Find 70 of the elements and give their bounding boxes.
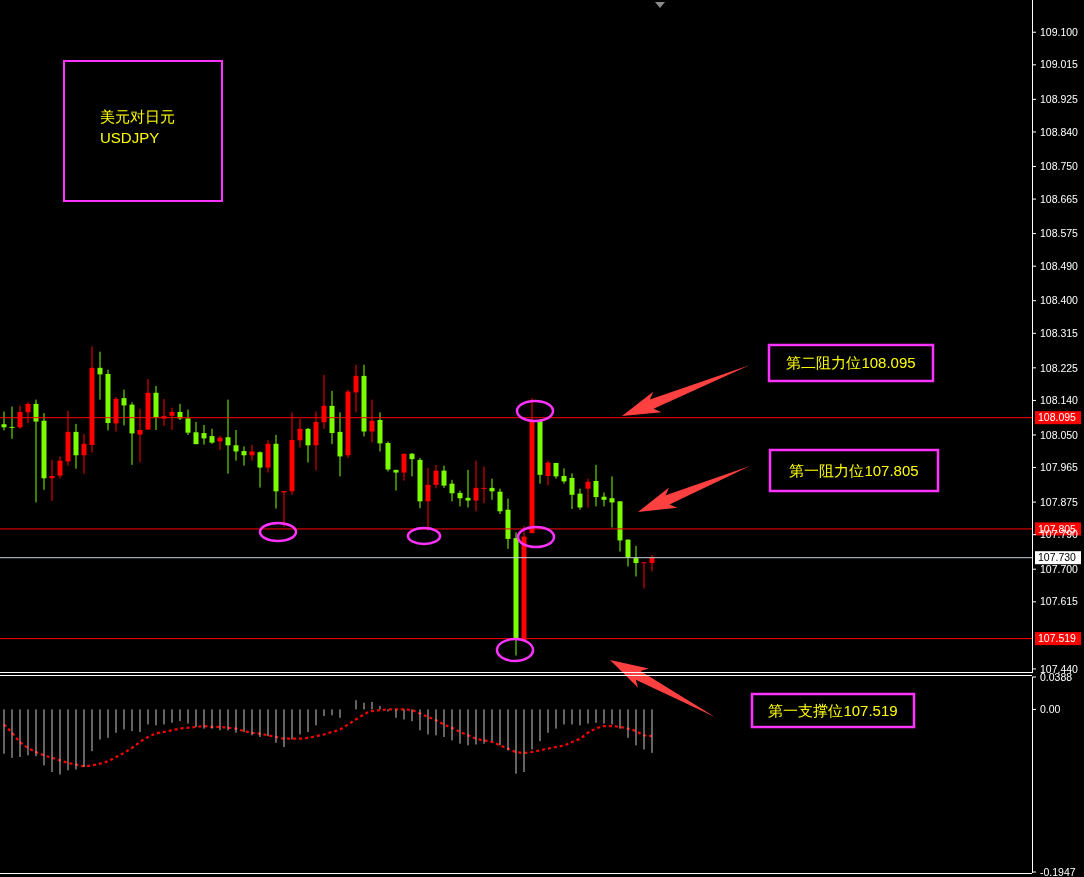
candlestick [1,411,7,431]
candlestick [249,444,255,462]
y-tick-label: 109.100 [1040,25,1079,38]
candlestick [265,439,271,474]
annotation: 第一阻力位107.805 [789,461,919,479]
y-tick-label: 109.015 [1040,58,1079,71]
line-series [2,708,654,768]
candlestick [649,554,655,573]
candlestick [185,409,191,436]
candlestick [465,469,471,508]
ref-line-label: 108.095 [1038,411,1077,424]
annotation: 第一支撑位107.519 [768,701,898,719]
candlestick [353,364,359,413]
y-tick-label: 108.490 [1040,259,1079,272]
y-tick-label: 108.750 [1040,160,1079,173]
text: 美元对日元 [100,108,175,125]
candlestick [57,455,63,479]
candlestick [457,490,463,507]
y-tick-label: 0.00 [1040,703,1061,716]
candlestick [593,464,599,507]
y-tick-label: 107.965 [1040,461,1079,474]
candlestick [201,424,207,446]
y-tick-label: 108.925 [1040,93,1079,106]
candlestick [449,479,455,502]
candlestick [585,478,591,508]
candlestick [441,465,447,489]
y-tick-label: 108.140 [1040,394,1079,407]
candlestick [81,433,87,475]
annotation: 第二阻力位108.095 [786,354,916,372]
candlestick [473,460,479,512]
y-tick-label: 108.050 [1040,428,1079,441]
candlestick [569,472,575,510]
text: USDJPY [100,129,160,146]
y-tick-label: 107.875 [1040,495,1079,508]
y-tick-label: -0.1947 [1040,865,1076,877]
candlestick [641,561,647,589]
candlestick [433,464,439,489]
y-tick-label: 108.225 [1040,361,1079,374]
candlestick [73,423,79,470]
candlestick [633,545,639,577]
candlestick [241,445,247,467]
candlestick [233,429,239,462]
candlestick [97,351,103,401]
candlestick [545,460,551,487]
candlestick [409,452,415,477]
ref-line-label: 107.730 [1038,551,1077,564]
candlestick [481,465,487,504]
y-tick-label: 108.840 [1040,125,1079,138]
candlestick [209,428,215,445]
candlestick [33,399,39,503]
ref-line-label: 107.519 [1038,632,1077,645]
candlestick [609,475,615,528]
y-tick-label: 108.315 [1040,326,1079,339]
y-tick-label: 107.700 [1040,562,1079,575]
candlestick [577,488,583,511]
candlestick [121,389,127,426]
candlestick [305,427,311,464]
candlestick [225,399,231,475]
candlestick [625,538,631,568]
candlestick [257,450,263,489]
candlestick [401,453,407,482]
y-tick-label: 108.665 [1040,192,1079,205]
candlestick [601,491,607,507]
candlestick [497,488,503,515]
candlestick [9,406,15,440]
y-tick-label: 108.400 [1040,294,1079,307]
candlestick [561,467,567,485]
candlestick [377,411,383,452]
y-tick-label: 108.575 [1040,227,1079,240]
y-tick-label: 107.615 [1040,595,1079,608]
